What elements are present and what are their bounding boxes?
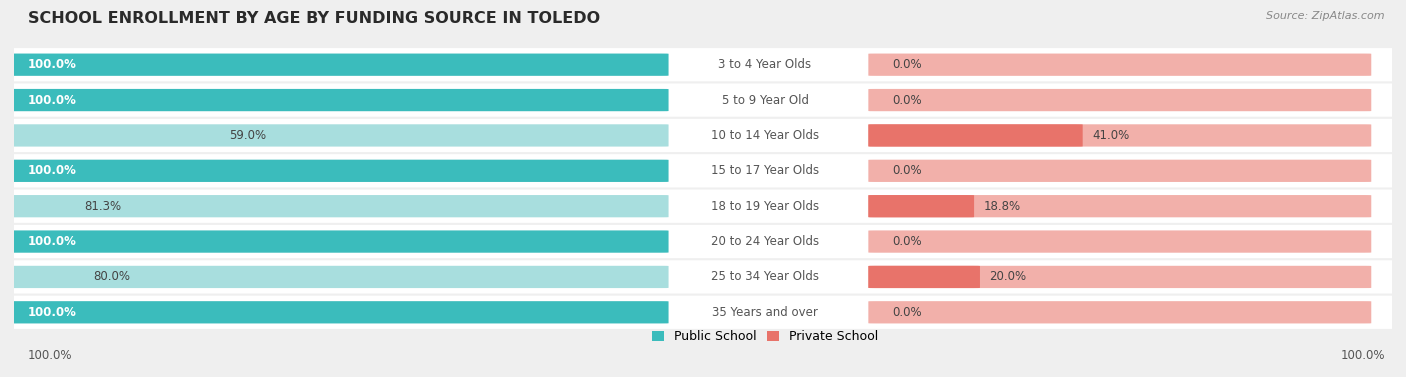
FancyBboxPatch shape [7,230,669,253]
FancyBboxPatch shape [0,225,1406,258]
FancyBboxPatch shape [7,160,669,182]
FancyBboxPatch shape [0,119,1406,152]
FancyBboxPatch shape [0,260,1406,294]
FancyBboxPatch shape [869,195,974,217]
FancyBboxPatch shape [869,124,1083,147]
FancyBboxPatch shape [7,54,669,76]
FancyBboxPatch shape [869,124,1371,147]
Text: 100.0%: 100.0% [28,58,77,71]
Text: 100.0%: 100.0% [28,349,73,362]
Text: 25 to 34 Year Olds: 25 to 34 Year Olds [711,270,820,284]
Text: 20.0%: 20.0% [990,270,1026,284]
Text: 59.0%: 59.0% [229,129,266,142]
FancyBboxPatch shape [0,48,1406,81]
Text: 100.0%: 100.0% [28,93,77,107]
Text: 0.0%: 0.0% [891,306,921,319]
Text: 0.0%: 0.0% [891,164,921,177]
Text: 0.0%: 0.0% [891,93,921,107]
Text: 20 to 24 Year Olds: 20 to 24 Year Olds [711,235,820,248]
FancyBboxPatch shape [869,266,980,288]
FancyBboxPatch shape [7,195,669,217]
FancyBboxPatch shape [7,89,669,111]
Text: 81.3%: 81.3% [84,200,121,213]
FancyBboxPatch shape [869,195,1371,217]
FancyBboxPatch shape [0,83,1406,117]
Legend: Public School, Private School: Public School, Private School [647,325,883,348]
Text: 80.0%: 80.0% [93,270,129,284]
FancyBboxPatch shape [7,266,669,288]
FancyBboxPatch shape [7,301,669,323]
Text: 100.0%: 100.0% [28,164,77,177]
Text: 35 Years and over: 35 Years and over [711,306,818,319]
Text: SCHOOL ENROLLMENT BY AGE BY FUNDING SOURCE IN TOLEDO: SCHOOL ENROLLMENT BY AGE BY FUNDING SOUR… [28,11,600,26]
FancyBboxPatch shape [869,54,1371,76]
FancyBboxPatch shape [869,230,1371,253]
FancyBboxPatch shape [0,190,1406,223]
FancyBboxPatch shape [869,89,1371,111]
Text: 18 to 19 Year Olds: 18 to 19 Year Olds [711,200,820,213]
Text: 41.0%: 41.0% [1092,129,1129,142]
FancyBboxPatch shape [869,160,1371,182]
Text: 0.0%: 0.0% [891,58,921,71]
FancyBboxPatch shape [7,124,669,147]
FancyBboxPatch shape [0,154,1406,187]
Text: 3 to 4 Year Olds: 3 to 4 Year Olds [718,58,811,71]
Text: 100.0%: 100.0% [28,306,77,319]
Text: 100.0%: 100.0% [28,235,77,248]
FancyBboxPatch shape [869,301,1371,323]
FancyBboxPatch shape [869,266,1371,288]
Text: 10 to 14 Year Olds: 10 to 14 Year Olds [711,129,820,142]
Text: 15 to 17 Year Olds: 15 to 17 Year Olds [711,164,820,177]
FancyBboxPatch shape [0,296,1406,329]
Text: 18.8%: 18.8% [984,200,1021,213]
Text: Source: ZipAtlas.com: Source: ZipAtlas.com [1267,11,1385,21]
Text: 0.0%: 0.0% [891,235,921,248]
Text: 5 to 9 Year Old: 5 to 9 Year Old [721,93,808,107]
Text: 100.0%: 100.0% [1340,349,1385,362]
